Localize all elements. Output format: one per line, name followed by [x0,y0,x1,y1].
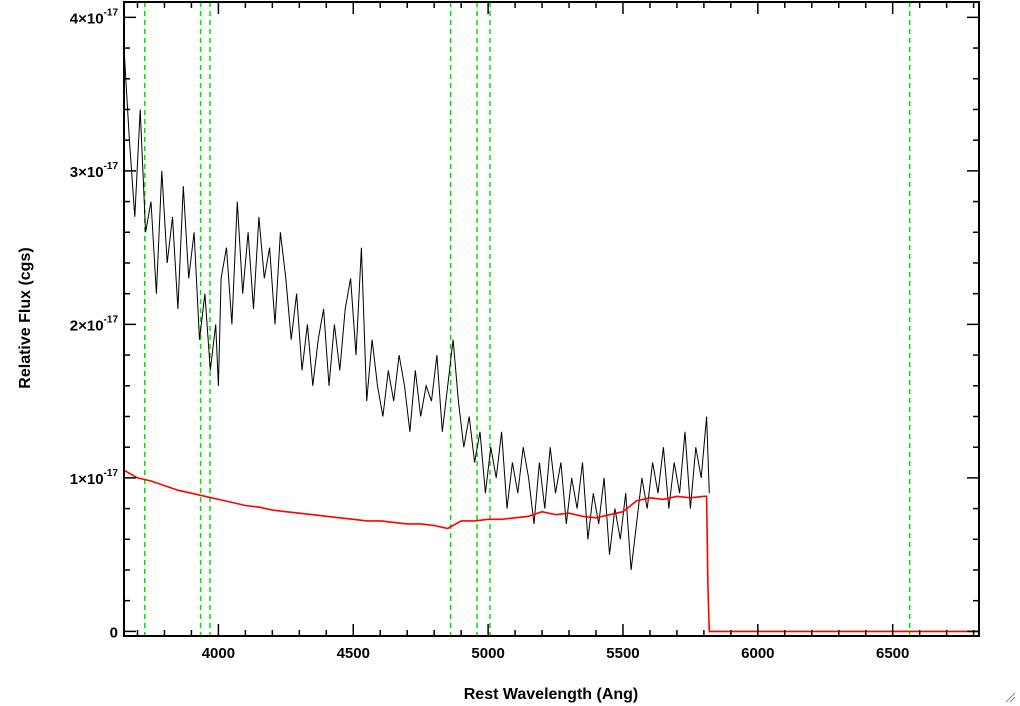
axes [123,1,980,637]
y-tick-label: 2×10-17 [70,314,119,334]
model-spectrum-line [124,469,979,633]
y-tick-exponent: -17 [104,314,119,325]
x-axis-title: Rest Wavelength (Ang) [464,686,639,703]
x-tick-label: 4000 [202,645,235,662]
y-tick-exponent: -17 [104,468,119,479]
x-tick-labels: 4000 4500 5000 5500 6000 6500 [202,645,910,662]
y-tick-label: 4×10-17 [70,7,119,27]
y-tick-exponent: -17 [104,7,119,18]
x-tick-label: 5500 [606,645,639,662]
resize-grip-icon[interactable] [1004,691,1016,703]
y-tick-mantissa: 2×10 [70,317,104,334]
y-tick-label: 3×10-17 [70,161,119,181]
plot-frame [123,1,980,637]
x-tick-label: 5000 [471,645,504,662]
y-tick-mantissa: 4×10 [70,10,104,27]
observed-spectrum-line [124,48,710,571]
y-tick-mantissa: 3×10 [70,164,104,181]
y-tick-mantissa: 1×10 [70,471,104,488]
x-tick-label: 4500 [337,645,370,662]
x-tick-label: 6000 [741,645,774,662]
y-axis-title: Relative Flux (cgs) [17,247,34,388]
y-tick-labels: 01×10-172×10-173×10-174×10-17 [70,7,119,641]
plot-area [124,2,979,636]
y-tick-mantissa: 0 [110,624,118,641]
y-tick-label: 1×10-17 [70,468,119,488]
y-tick-label: 0 [110,624,118,641]
y-tick-exponent: -17 [104,161,119,172]
x-tick-label: 6500 [876,645,909,662]
